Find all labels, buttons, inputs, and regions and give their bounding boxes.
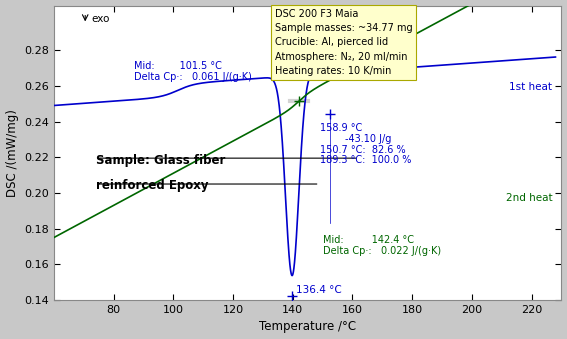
Text: Mid:        101.5 °C: Mid: 101.5 °C (134, 61, 222, 71)
Text: reinforced Epoxy: reinforced Epoxy (96, 179, 208, 192)
Text: Delta Cp·:   0.022 J/(g·K): Delta Cp·: 0.022 J/(g·K) (323, 245, 441, 256)
Text: 158.9 °C: 158.9 °C (320, 123, 362, 133)
Text: 2nd heat: 2nd heat (506, 193, 552, 203)
Text: 189.3 °C:  100.0 %: 189.3 °C: 100.0 % (320, 156, 411, 165)
Text: 136.4 °C: 136.4 °C (296, 285, 341, 295)
Text: Delta Cp·:   0.061 J/(g·K): Delta Cp·: 0.061 J/(g·K) (134, 72, 252, 82)
Text: Sample: Glass fiber: Sample: Glass fiber (96, 154, 225, 167)
Text: 150.7 °C:  82.6 %: 150.7 °C: 82.6 % (320, 145, 405, 155)
X-axis label: Temperature /°C: Temperature /°C (259, 320, 356, 334)
Text: DSC 200 F3 Maia
Sample masses: ~34.77 mg
Crucible: Al, pierced lid
Atmosphere: N: DSC 200 F3 Maia Sample masses: ~34.77 mg… (274, 8, 412, 76)
Text: exo: exo (91, 14, 109, 24)
Y-axis label: DSC /(mW/mg): DSC /(mW/mg) (6, 109, 19, 197)
Text: -43.10 J/g: -43.10 J/g (320, 134, 391, 144)
Text: 1st heat: 1st heat (510, 82, 552, 92)
Text: Mid:         142.4 °C: Mid: 142.4 °C (323, 235, 413, 245)
